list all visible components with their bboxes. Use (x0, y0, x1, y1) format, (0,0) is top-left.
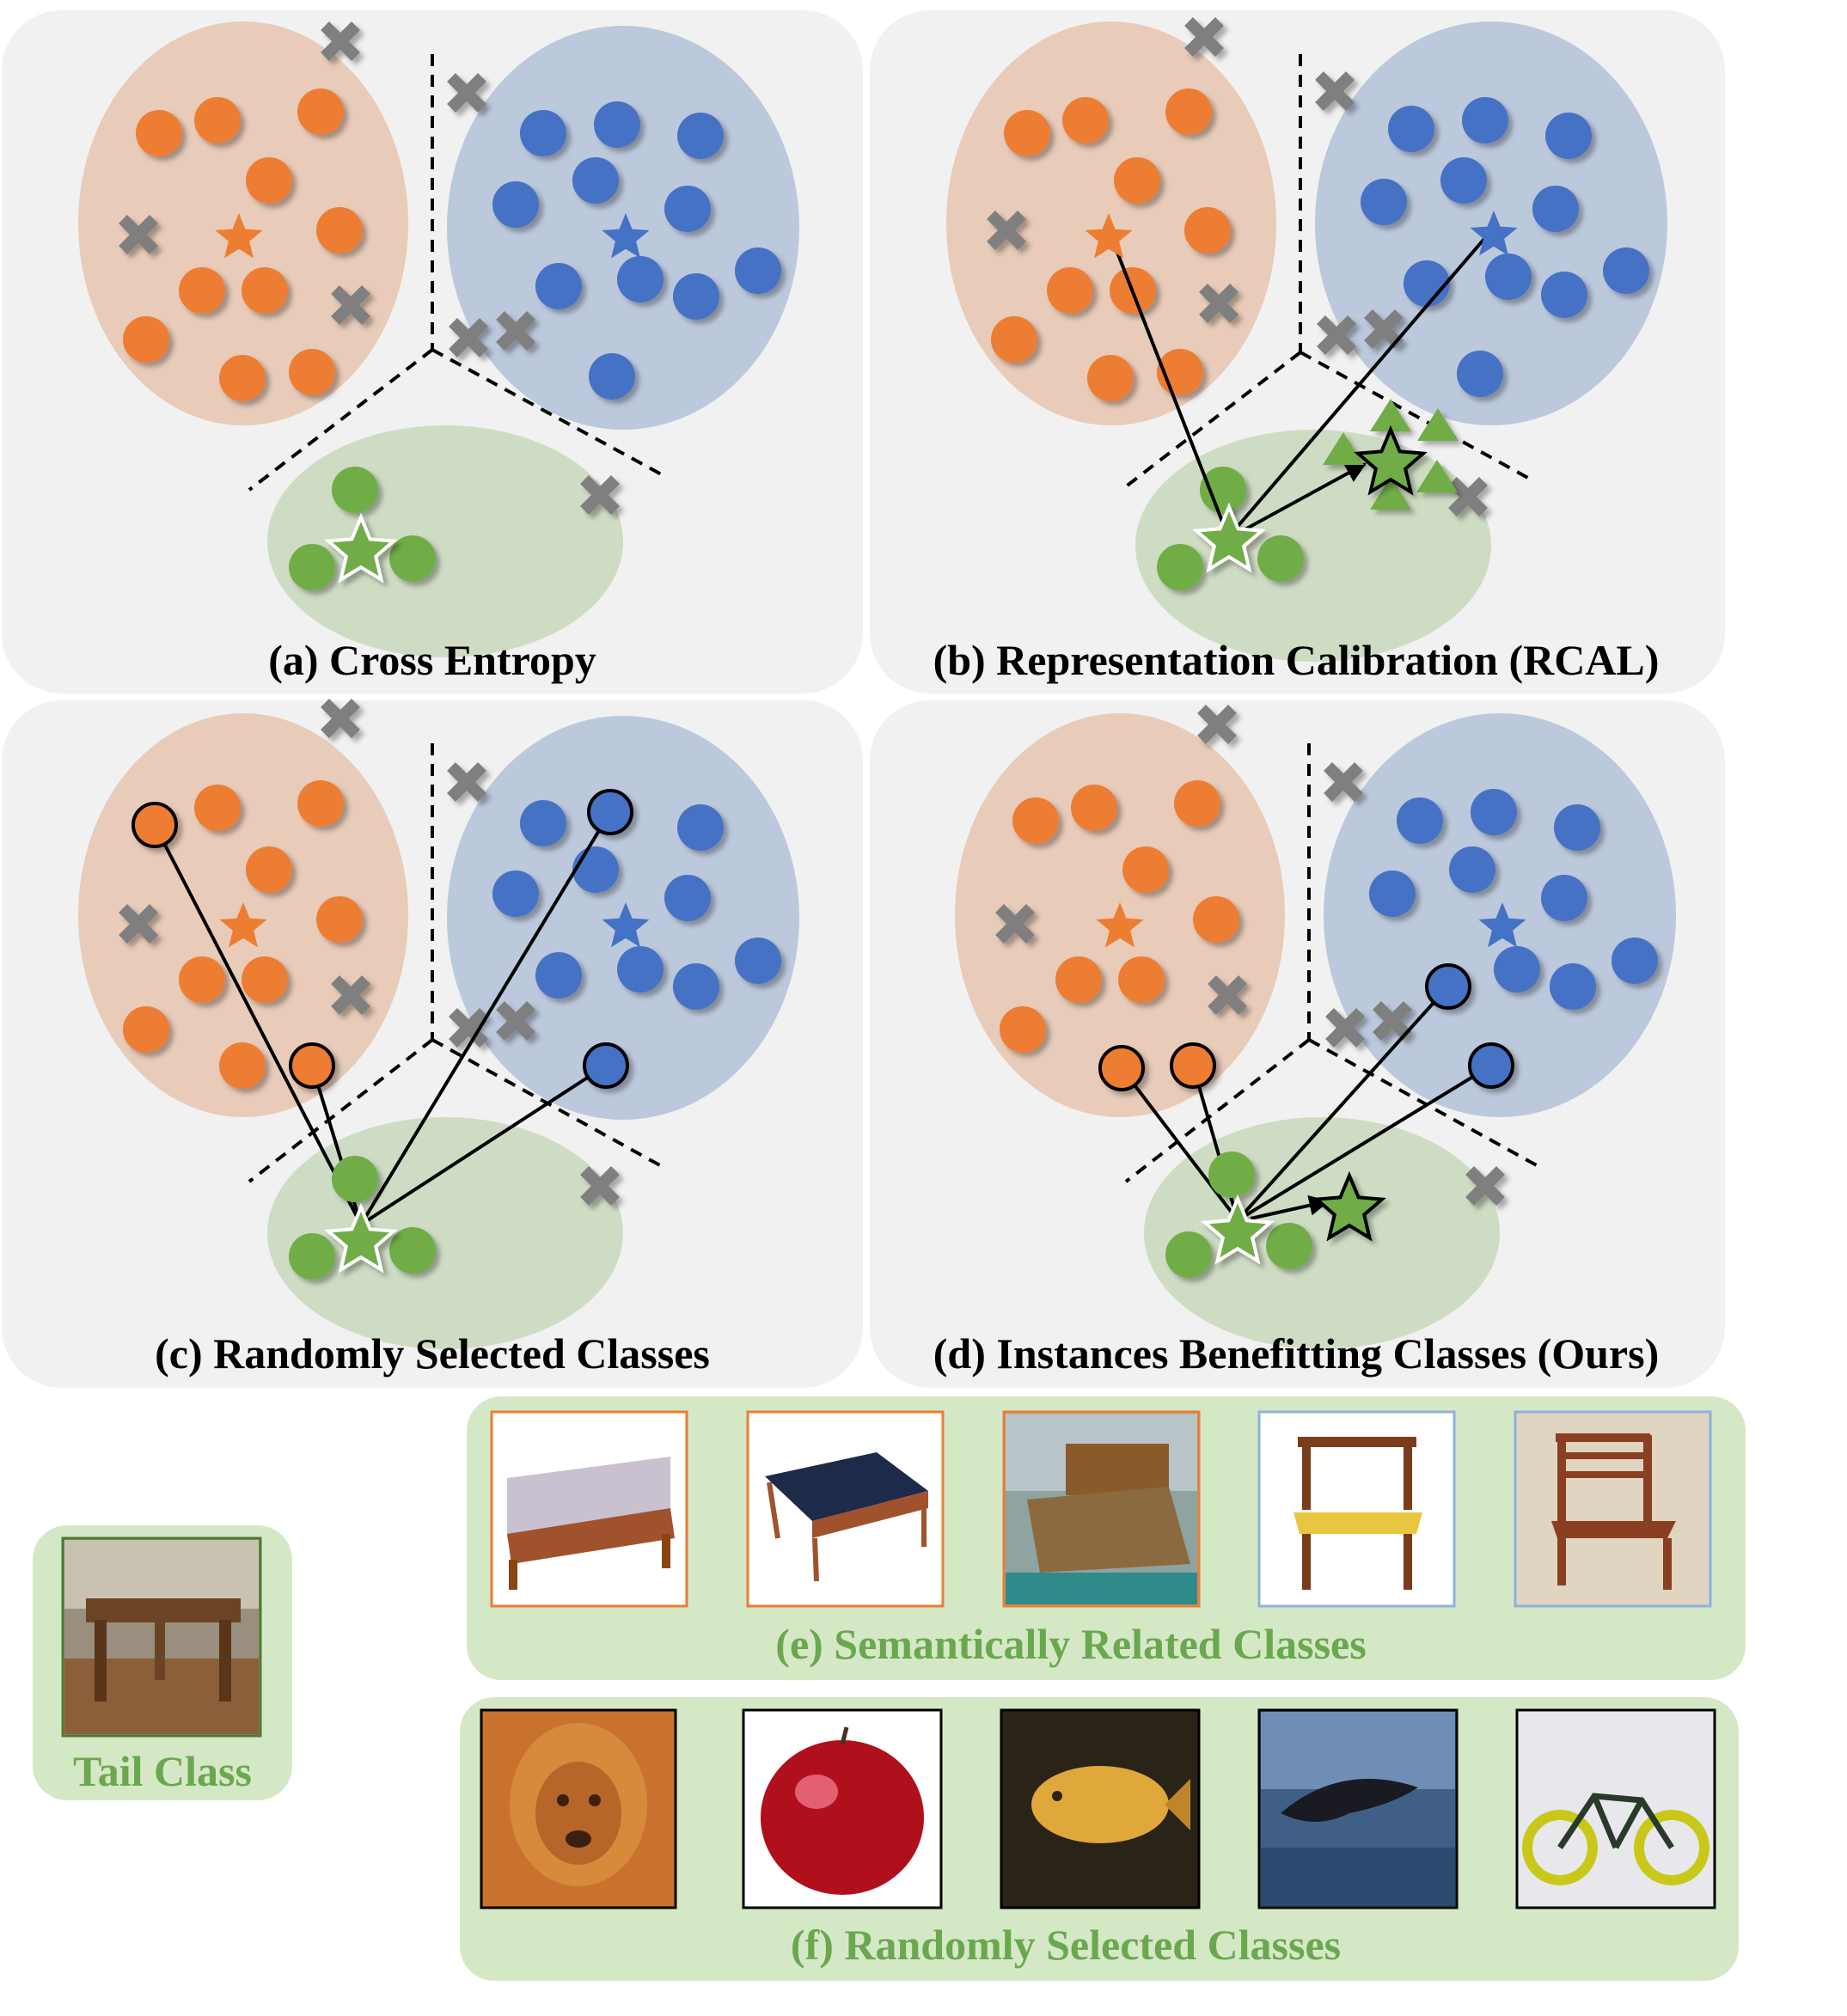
green-class-points (289, 1156, 436, 1280)
orange-prototype-star (1085, 213, 1133, 259)
random-selection-lines (153, 810, 612, 1226)
apple-photo (742, 1708, 943, 1909)
random-classes-box: (f) Randomly Selected Classes (460, 1697, 1739, 1981)
blue-class-points (1361, 97, 1649, 397)
panel-b-caption: (b) Representation Calibration (RCAL) (933, 636, 1660, 684)
tail-prototype-star (1201, 1194, 1275, 1265)
calibrated-prototype-star (1354, 425, 1428, 496)
lion-photo (480, 1708, 677, 1909)
tail-class-label: Tail Class (73, 1747, 252, 1795)
orange-class-points (123, 780, 363, 1089)
orange-prototype-star (215, 213, 263, 259)
fish-photo (1000, 1708, 1201, 1909)
tail-prototype-star (324, 1202, 398, 1274)
noise-crosses (119, 21, 620, 515)
benefitting-selection-lines (1120, 985, 1493, 1222)
calibrated-green-triangles (1323, 399, 1459, 510)
panel-a: (a) Cross Entropy (2, 10, 863, 693)
noise-crosses (987, 17, 1488, 516)
semantic-classes-box: (e) Semantically Related Classes (467, 1396, 1746, 1680)
bed-photo (490, 1410, 688, 1608)
calibrated-prototype-star (1312, 1170, 1386, 1242)
bed-photo (1002, 1410, 1201, 1608)
wooden-table-photo (61, 1536, 262, 1738)
noise-crosses (119, 699, 620, 1206)
blue-prototype-star (602, 902, 650, 948)
panel-d-caption: (d) Instances Benefitting Classes (Ours) (933, 1329, 1659, 1378)
class-prototypes (1096, 902, 1526, 1265)
noise-crosses (995, 705, 1505, 1206)
green-class-points (1165, 1152, 1312, 1278)
green-class-points (1157, 467, 1304, 590)
orange-class-points (1000, 780, 1239, 1053)
class-prototypes (219, 902, 650, 1274)
dolphin-photo (1257, 1708, 1459, 1909)
selected-instances (131, 789, 633, 1089)
semantic-classes-label: (e) Semantically Related Classes (775, 1620, 1366, 1668)
orange-prototype-star (219, 902, 267, 948)
blue-class-points (492, 101, 781, 400)
blue-class-points (492, 800, 781, 1010)
orange-class-points (991, 89, 1231, 401)
tail-prototype-star (1192, 502, 1266, 573)
orange-class-points (123, 89, 363, 401)
panel-c: (c) Randomly Selected Classes (2, 699, 863, 1388)
panel-a-caption: (a) Cross Entropy (268, 636, 596, 684)
bed-photo (746, 1410, 945, 1608)
tail-prototype-star (324, 512, 398, 583)
bicycle-photo (1515, 1708, 1716, 1909)
calibration-arrows (1107, 226, 1495, 535)
chair-photo (1514, 1410, 1712, 1608)
panel-d: (d) Instances Benefitting Classes (Ours) (870, 700, 1725, 1388)
orange-prototype-star (1096, 902, 1144, 948)
blue-prototype-star (602, 213, 650, 259)
blue-prototype-star (1478, 902, 1526, 948)
class-prototypes (1085, 211, 1518, 573)
panel-b: (b) Representation Calibration (RCAL) (870, 10, 1725, 693)
decision-boundaries (248, 54, 667, 492)
green-class-region (267, 1117, 623, 1349)
blue-class-points (1369, 789, 1658, 1010)
selected-instances (1098, 963, 1514, 1091)
class-prototypes (215, 213, 650, 583)
green-class-points (289, 467, 436, 590)
random-classes-label: (f) Randomly Selected Classes (791, 1921, 1341, 1969)
panel-c-caption: (c) Randomly Selected Classes (155, 1329, 710, 1378)
decision-boundaries (1120, 54, 1535, 492)
green-class-region (267, 425, 623, 657)
blue-prototype-star (1470, 211, 1518, 256)
chair-photo (1257, 1410, 1456, 1608)
tail-class-box: Tail Class (33, 1525, 292, 1800)
